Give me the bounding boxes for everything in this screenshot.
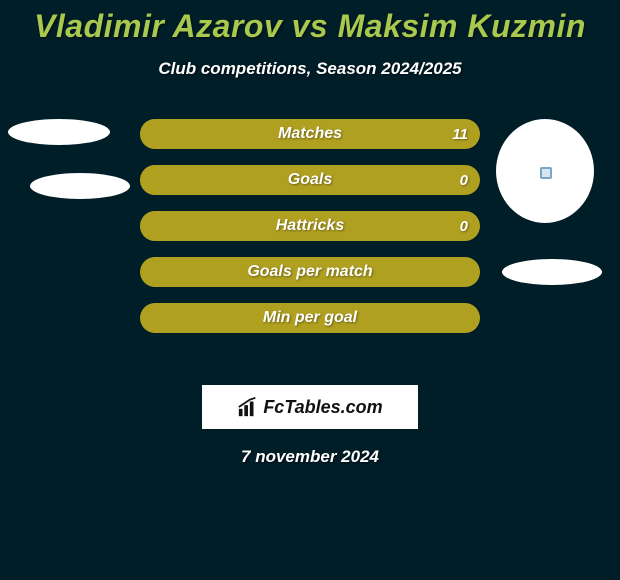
page-subtitle: Club competitions, Season 2024/2025 bbox=[0, 59, 620, 79]
stat-bar-goals-per-match: Goals per match bbox=[140, 257, 480, 287]
bar-label: Hattricks bbox=[140, 211, 480, 241]
bar-label: Min per goal bbox=[140, 303, 480, 333]
logo-text: FcTables.com bbox=[263, 397, 382, 418]
placeholder-icon bbox=[540, 167, 552, 179]
player-right-portrait bbox=[492, 119, 612, 285]
bar-label: Matches bbox=[140, 119, 480, 149]
comparison-content: Matches 11 Goals 0 Hattricks 0 Goals per… bbox=[0, 119, 620, 379]
portrait-shape bbox=[8, 119, 110, 145]
player-left-portrait bbox=[8, 119, 128, 199]
logo-box: FcTables.com bbox=[202, 385, 418, 429]
portrait-shape bbox=[30, 173, 130, 199]
bar-value-right: 0 bbox=[460, 165, 468, 195]
page-title: Vladimir Azarov vs Maksim Kuzmin bbox=[0, 0, 620, 45]
bar-value-right: 0 bbox=[460, 211, 468, 241]
page-date: 7 november 2024 bbox=[0, 447, 620, 467]
stat-bar-goals: Goals 0 bbox=[140, 165, 480, 195]
bar-value-right: 11 bbox=[452, 119, 468, 149]
bar-label: Goals per match bbox=[140, 257, 480, 287]
bar-label: Goals bbox=[140, 165, 480, 195]
stat-bar-hattricks: Hattricks 0 bbox=[140, 211, 480, 241]
stat-bar-matches: Matches 11 bbox=[140, 119, 480, 149]
portrait-shoulder bbox=[502, 259, 602, 285]
stat-bar-min-per-goal: Min per goal bbox=[140, 303, 480, 333]
chart-icon bbox=[237, 396, 259, 418]
stat-bars: Matches 11 Goals 0 Hattricks 0 Goals per… bbox=[140, 119, 480, 349]
